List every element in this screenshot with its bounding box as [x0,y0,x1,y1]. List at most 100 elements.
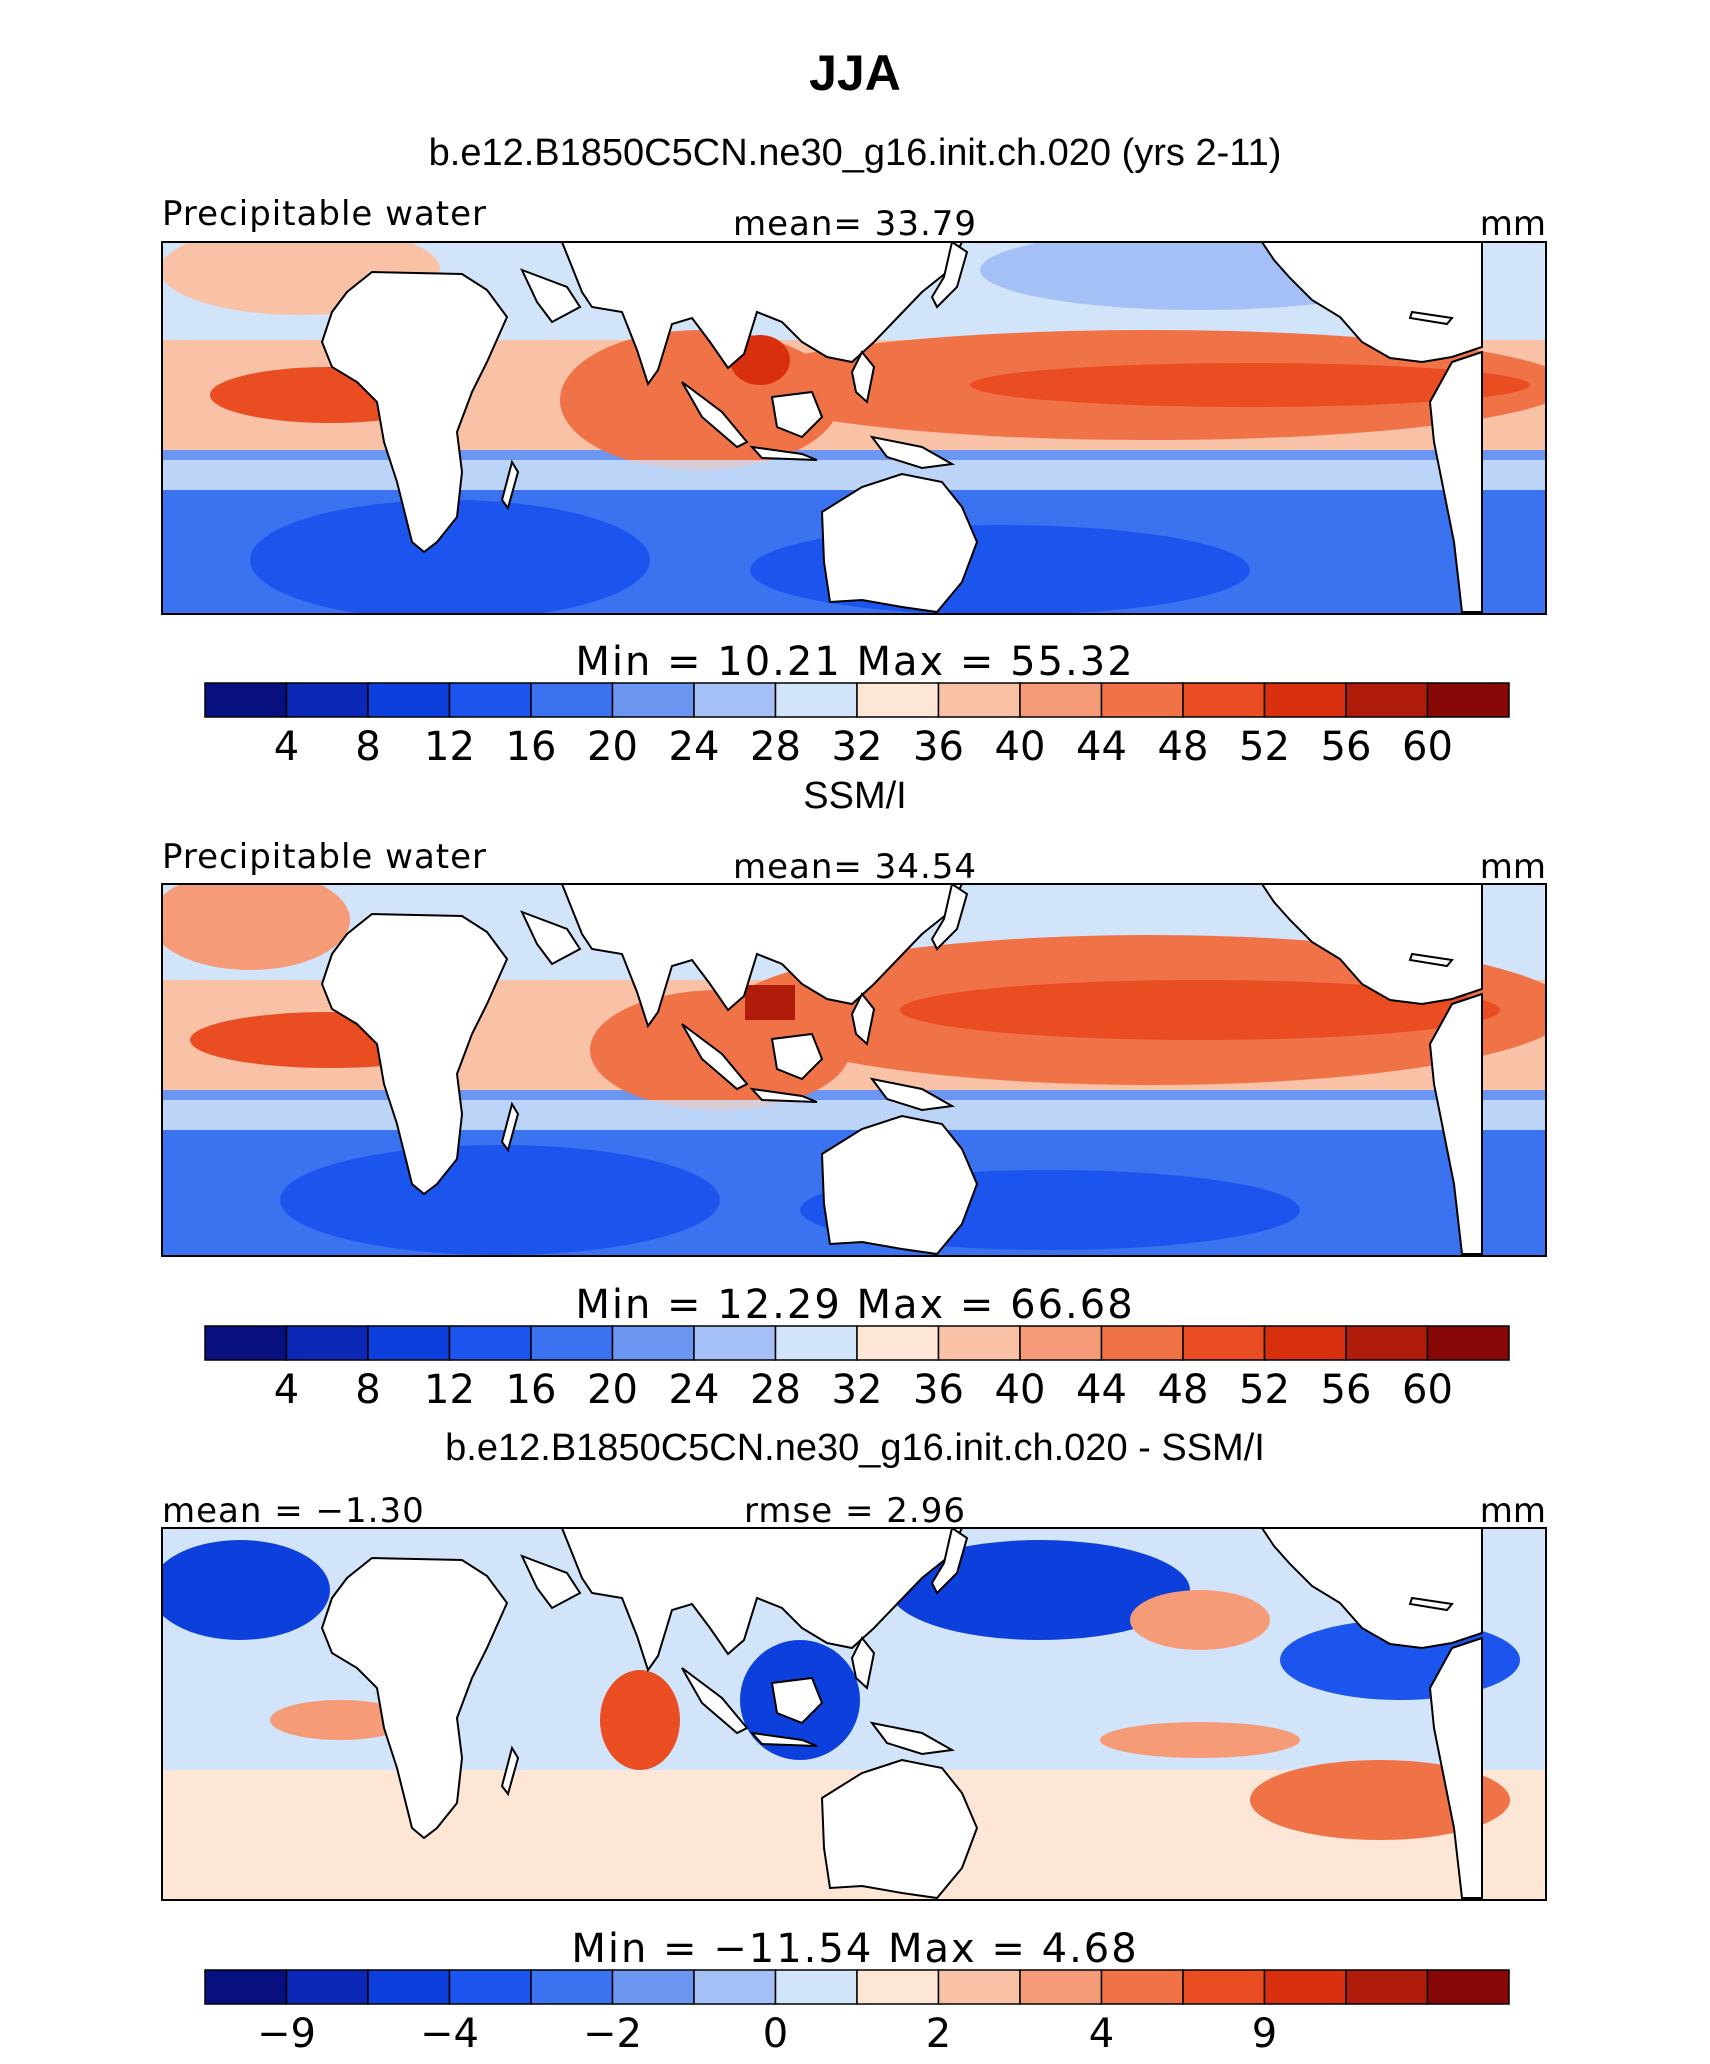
field-bob-max [745,985,795,1020]
colorbar-swatch [1100,1325,1184,1361]
colorbar-tick-label: 4 [1089,2011,1114,2057]
colorbar-swatch [1182,1969,1266,2005]
mean-label: mean= 34.54 [733,847,977,887]
colorbar-swatch [774,1325,858,1361]
panel-title: b.e12.B1850C5CN.ne30_g16.init.ch.020 (yr… [429,132,1282,174]
colorbar-tick-label: 0 [763,2011,788,2057]
colorbar-swatch [1182,682,1266,718]
colorbar: −9 −4 −2 0 2 4 9 [204,1969,1510,2057]
colorbar-swatch [856,1969,940,2005]
colorbar-swatch [1182,1325,1266,1361]
map-field [162,242,1546,614]
colorbar-swatch [937,1969,1021,2005]
field-itcz-core [900,980,1500,1040]
colorbar-tick-label: 56 [1321,1367,1372,1413]
colorbar-tick-label: 60 [1402,724,1453,770]
colorbar-tick-label: 36 [913,724,964,770]
colorbar-swatch [693,1325,777,1361]
colorbar-swatch [448,1325,532,1361]
colorbar-swatch [1263,1969,1347,2005]
panel-observations: SSM/I Precipitable water mean= 34.54 mm … [161,775,1547,1413]
panel-model: b.e12.B1850C5CN.ne30_g16.init.ch.020 (yr… [161,132,1547,770]
colorbar-tick-label: 16 [506,1367,557,1413]
field-neg-atlantic [162,1540,330,1640]
colorbar-tick-label: 2 [926,2011,951,2057]
colorbar-tick-label: 44 [1076,724,1127,770]
colorbar-tick-label: 36 [913,1367,964,1413]
colorbar-swatch [611,682,695,718]
field-neg-wpac [890,1540,1190,1640]
colorbar-tick-label: 48 [1158,1367,1209,1413]
map-frame [161,241,1547,615]
colorbar-swatch [367,1969,451,2005]
colorbar-swatch [367,682,451,718]
colorbar-swatch [1100,682,1184,718]
colorbar-swatch [1263,1325,1347,1361]
colorbar-swatch [1019,1325,1103,1361]
map-frame [161,883,1547,1257]
field-pos-spcz [1100,1722,1300,1758]
min-max-label: Min = 10.21 Max = 55.32 [575,639,1134,685]
min-max-label: Min = −11.54 Max = 4.68 [571,1926,1138,1972]
map-frame [161,1527,1547,1901]
colorbar-swatch [611,1969,695,2005]
colorbar-swatch [1426,1969,1510,2005]
colorbar-swatch [285,682,369,718]
colorbar-tick-label: 40 [995,1367,1046,1413]
colorbar-swatch [611,1325,695,1361]
colorbar-swatch [1345,682,1429,718]
colorbar-swatch [693,1969,777,2005]
colorbar-swatch [285,1969,369,2005]
field-blob [162,884,350,970]
colorbar-swatch [204,682,288,718]
colorbar-swatch [856,1325,940,1361]
colorbar-tick-label: 56 [1321,724,1372,770]
panel-title: SSM/I [803,775,906,817]
field-blob [250,500,650,614]
colorbar-swatch [367,1325,451,1361]
field-blob [280,1145,720,1255]
colorbar-swatch [937,1325,1021,1361]
colorbar-tick-label: 48 [1158,724,1209,770]
units-label: mm [1480,204,1546,244]
colorbar-swatch [1345,1325,1429,1361]
colorbar-swatch [1019,1969,1103,2005]
colorbar-swatch [693,682,777,718]
field-pos-arabian [600,1670,680,1770]
colorbar-swatch [1345,1969,1429,2005]
colorbar-tick-label: 52 [1239,1367,1290,1413]
colorbar-tick-label: −2 [583,2011,642,2057]
field-pos-npac [1130,1590,1270,1650]
colorbar-swatch [856,682,940,718]
figure-title: JJA [809,45,901,101]
units-label: mm [1480,847,1546,887]
colorbar-swatch [530,1969,614,2005]
colorbar-tick-label: 12 [424,1367,475,1413]
colorbar: 4 8 12 16 20 24 28 32 36 40 44 48 52 56 60 [204,1325,1510,1413]
colorbar-tick-label: 8 [355,1367,380,1413]
colorbar-tick-label: 44 [1076,1367,1127,1413]
colorbar-tick-label: −4 [420,2011,479,2057]
colorbar-tick-label: 28 [750,1367,801,1413]
field-itcz-core [970,363,1530,407]
rmse-label: rmse = 2.96 [744,1491,966,1531]
min-max-label: Min = 12.29 Max = 66.68 [575,1282,1134,1328]
map-field [162,1528,1546,1900]
colorbar-tick-label: 28 [750,724,801,770]
colorbar-tick-label: 12 [424,724,475,770]
colorbar-tick-label: 20 [587,724,638,770]
colorbar-tick-label: 32 [832,1367,883,1413]
map-field [162,884,1546,1256]
colorbar-swatch [1263,682,1347,718]
panel-difference: b.e12.B1850C5CN.ne30_g16.init.ch.020 - S… [161,1427,1547,2057]
colorbar-tick-label: 9 [1252,2011,1277,2057]
field-pos-atl [270,1700,410,1740]
colorbar: 4 8 12 16 20 24 28 32 36 40 44 48 52 56 60 [204,682,1510,770]
colorbar-swatch [1426,682,1510,718]
colorbar-swatch [530,682,614,718]
colorbar-tick-label: −9 [257,2011,316,2057]
colorbar-swatch [285,1325,369,1361]
colorbar-swatch [530,1325,614,1361]
colorbar-swatch [774,1969,858,2005]
